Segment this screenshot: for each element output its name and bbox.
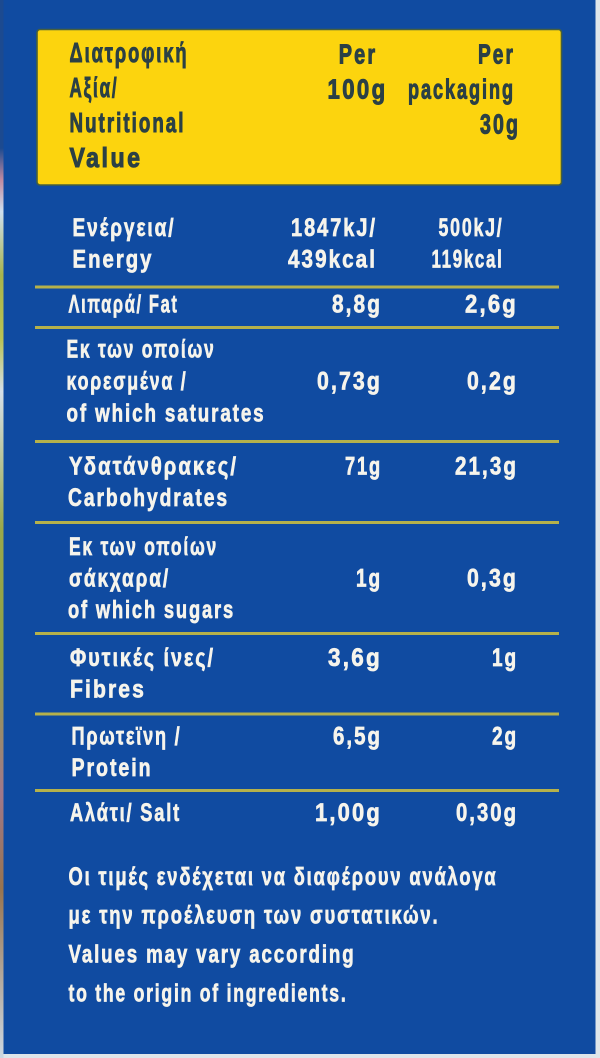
svg-text:Per: Per [478,39,515,70]
svg-text:3,6g: 3,6g [328,644,382,672]
svg-text:Protein: Protein [72,754,153,782]
svg-text:Nutritional: Nutritional [70,107,186,138]
svg-text:of which saturates: of which saturates [67,400,266,428]
svg-text:21,3g: 21,3g [455,453,518,481]
svg-text:100g: 100g [328,74,388,105]
svg-text:6,5g: 6,5g [333,723,382,751]
svg-text:2g: 2g [492,723,518,751]
svg-text:119kcal: 119kcal [432,246,504,274]
svg-text:Energy: Energy [73,246,154,274]
svg-text:Αξία/: Αξία/ [70,72,119,103]
svg-text:1g: 1g [356,565,382,593]
svg-text:0,73g: 0,73g [317,368,382,396]
svg-text:0,3g: 0,3g [467,565,518,593]
svg-text:Πρωτεϊνη /: Πρωτεϊνη / [72,723,182,751]
svg-text:Carbohydrates: Carbohydrates [68,484,229,512]
svg-text:Φυτικές ίνες/: Φυτικές ίνες/ [70,644,215,672]
svg-text:439kcal: 439kcal [288,246,377,274]
svg-text:κορεσμένα /: κορεσμένα / [67,368,188,396]
svg-text:71g: 71g [345,453,382,481]
svg-text:0,30g: 0,30g [456,799,518,827]
svg-text:Υδατάνθρακες/: Υδατάνθρακες/ [69,453,238,481]
svg-text:Οι τιμές ενδέχεται να διαφέρου: Οι τιμές ενδέχεται να διαφέρουν ανάλογα [69,863,498,891]
svg-text:0,2g: 0,2g [467,368,518,396]
svg-text:Αλάτι/ Salt: Αλάτι/ Salt [70,799,181,827]
svg-text:Λιπαρά/ Fat: Λιπαρά/ Fat [69,291,179,319]
svg-text:Ενέργεια/: Ενέργεια/ [73,214,176,242]
svg-text:8,8g: 8,8g [332,291,382,319]
svg-text:packaging: packaging [408,74,515,105]
svg-text:Value: Value [70,142,143,173]
svg-text:1,00g: 1,00g [315,799,382,827]
svg-text:με την προέλευση των συστατικώ: με την προέλευση των συστατικών. [69,902,440,930]
svg-text:Per: Per [339,39,378,70]
svg-text:1847kJ/: 1847kJ/ [291,214,377,242]
svg-text:Διατροφική: Διατροφική [70,37,189,68]
svg-text:Εκ των οποίων: Εκ των οποίων [69,533,218,561]
svg-text:1g: 1g [492,644,518,672]
svg-text:Fibres: Fibres [70,676,146,704]
svg-text:of which sugars: of which sugars [68,596,235,624]
svg-text:Εκ των οποίων: Εκ των οποίων [67,336,216,364]
svg-text:to the origin of ingredients.: to the origin of ingredients. [69,980,348,1008]
svg-text:30g: 30g [480,109,520,140]
svg-text:2,6g: 2,6g [465,291,518,319]
svg-text:500kJ/: 500kJ/ [439,214,504,242]
svg-text:σάκχαρα/: σάκχαρα/ [69,565,170,593]
svg-text:Values may vary according: Values may vary according [69,941,356,969]
